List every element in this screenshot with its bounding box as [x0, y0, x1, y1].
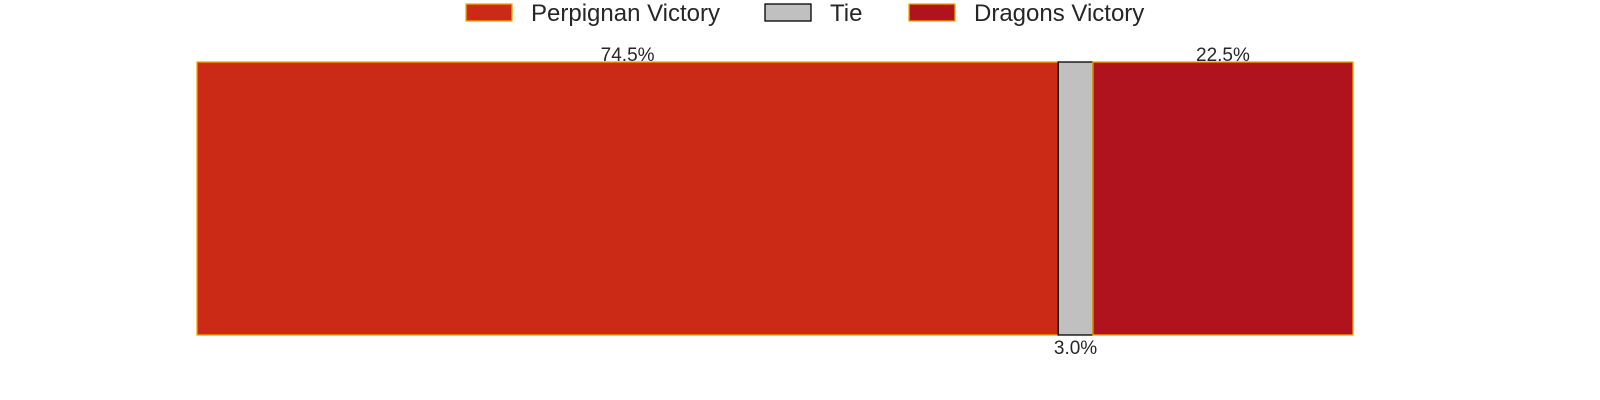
tie-value-label: 3.0% — [1054, 338, 1097, 359]
bar-segments — [196, 61, 1354, 336]
perpignan-victory-value-label: 74.5% — [601, 45, 655, 66]
perpignan-victory-legend-label: Perpignan Victory — [531, 0, 720, 27]
dragons-victory-legend-swatch — [908, 3, 956, 22]
tie-bar — [1057, 61, 1094, 336]
dragons-victory-bar — [1092, 61, 1354, 336]
dragons-victory-legend-label: Dragons Victory — [974, 0, 1144, 27]
chart-legend: Perpignan Victory Tie Dragons Victory — [465, 0, 1144, 27]
perpignan-victory-bar — [196, 61, 1059, 336]
perpignan-victory-legend-swatch — [465, 3, 513, 22]
tie-legend-label: Tie — [830, 0, 862, 27]
value-labels: 74.5% 3.0% 22.5% — [601, 45, 1250, 359]
dragons-victory-value-label: 22.5% — [1196, 45, 1250, 66]
tie-legend-swatch — [764, 3, 812, 22]
